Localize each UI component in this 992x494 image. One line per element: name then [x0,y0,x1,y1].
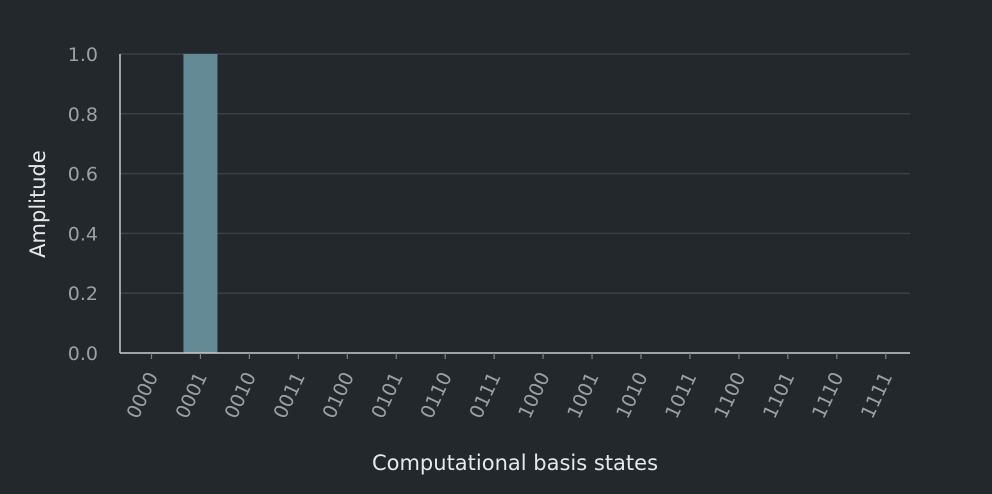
x-tick-label: 0111 [465,369,505,422]
x-axis-title: Computational basis states [372,451,658,475]
x-tick-label: 0100 [318,369,358,422]
x-tick-label: 0101 [367,369,407,422]
y-axis-title: Amplitude [26,150,50,258]
x-tick-labels: 0000 0001 0010 0011 0100 0101 0110 0111 1000 1001… [123,369,898,422]
x-tick-label: 1001 [563,369,603,422]
y-tick-label: 0.0 [68,343,98,365]
x-tick-label: 1111 [857,369,897,422]
x-tick-label: 1101 [759,369,799,422]
x-tick-label: 1000 [514,369,554,422]
x-tick-label: 1011 [661,369,701,422]
x-tick-label: 0001 [172,369,212,422]
axes [119,54,910,359]
x-tick-label: 0110 [416,369,456,422]
x-tick-label: 1110 [808,369,848,422]
x-tick-label: 0000 [123,369,163,422]
x-tick-label: 0010 [221,369,261,422]
x-tick-label: 0011 [270,369,310,422]
x-tick-label: 1100 [710,369,750,422]
x-tick-label: 1010 [612,369,652,422]
grid-lines [120,53,910,294]
bar-0001 [183,54,218,353]
y-tick-label: 0.6 [68,164,98,186]
y-tick-label: 0.8 [68,104,98,126]
bars [183,54,218,353]
y-tick-label: 0.2 [68,283,98,305]
y-tick-label: 0.4 [68,223,98,245]
y-tick-labels: 0.0 0.2 0.4 0.6 0.8 1.0 [68,44,98,365]
y-tick-label: 1.0 [68,44,98,66]
